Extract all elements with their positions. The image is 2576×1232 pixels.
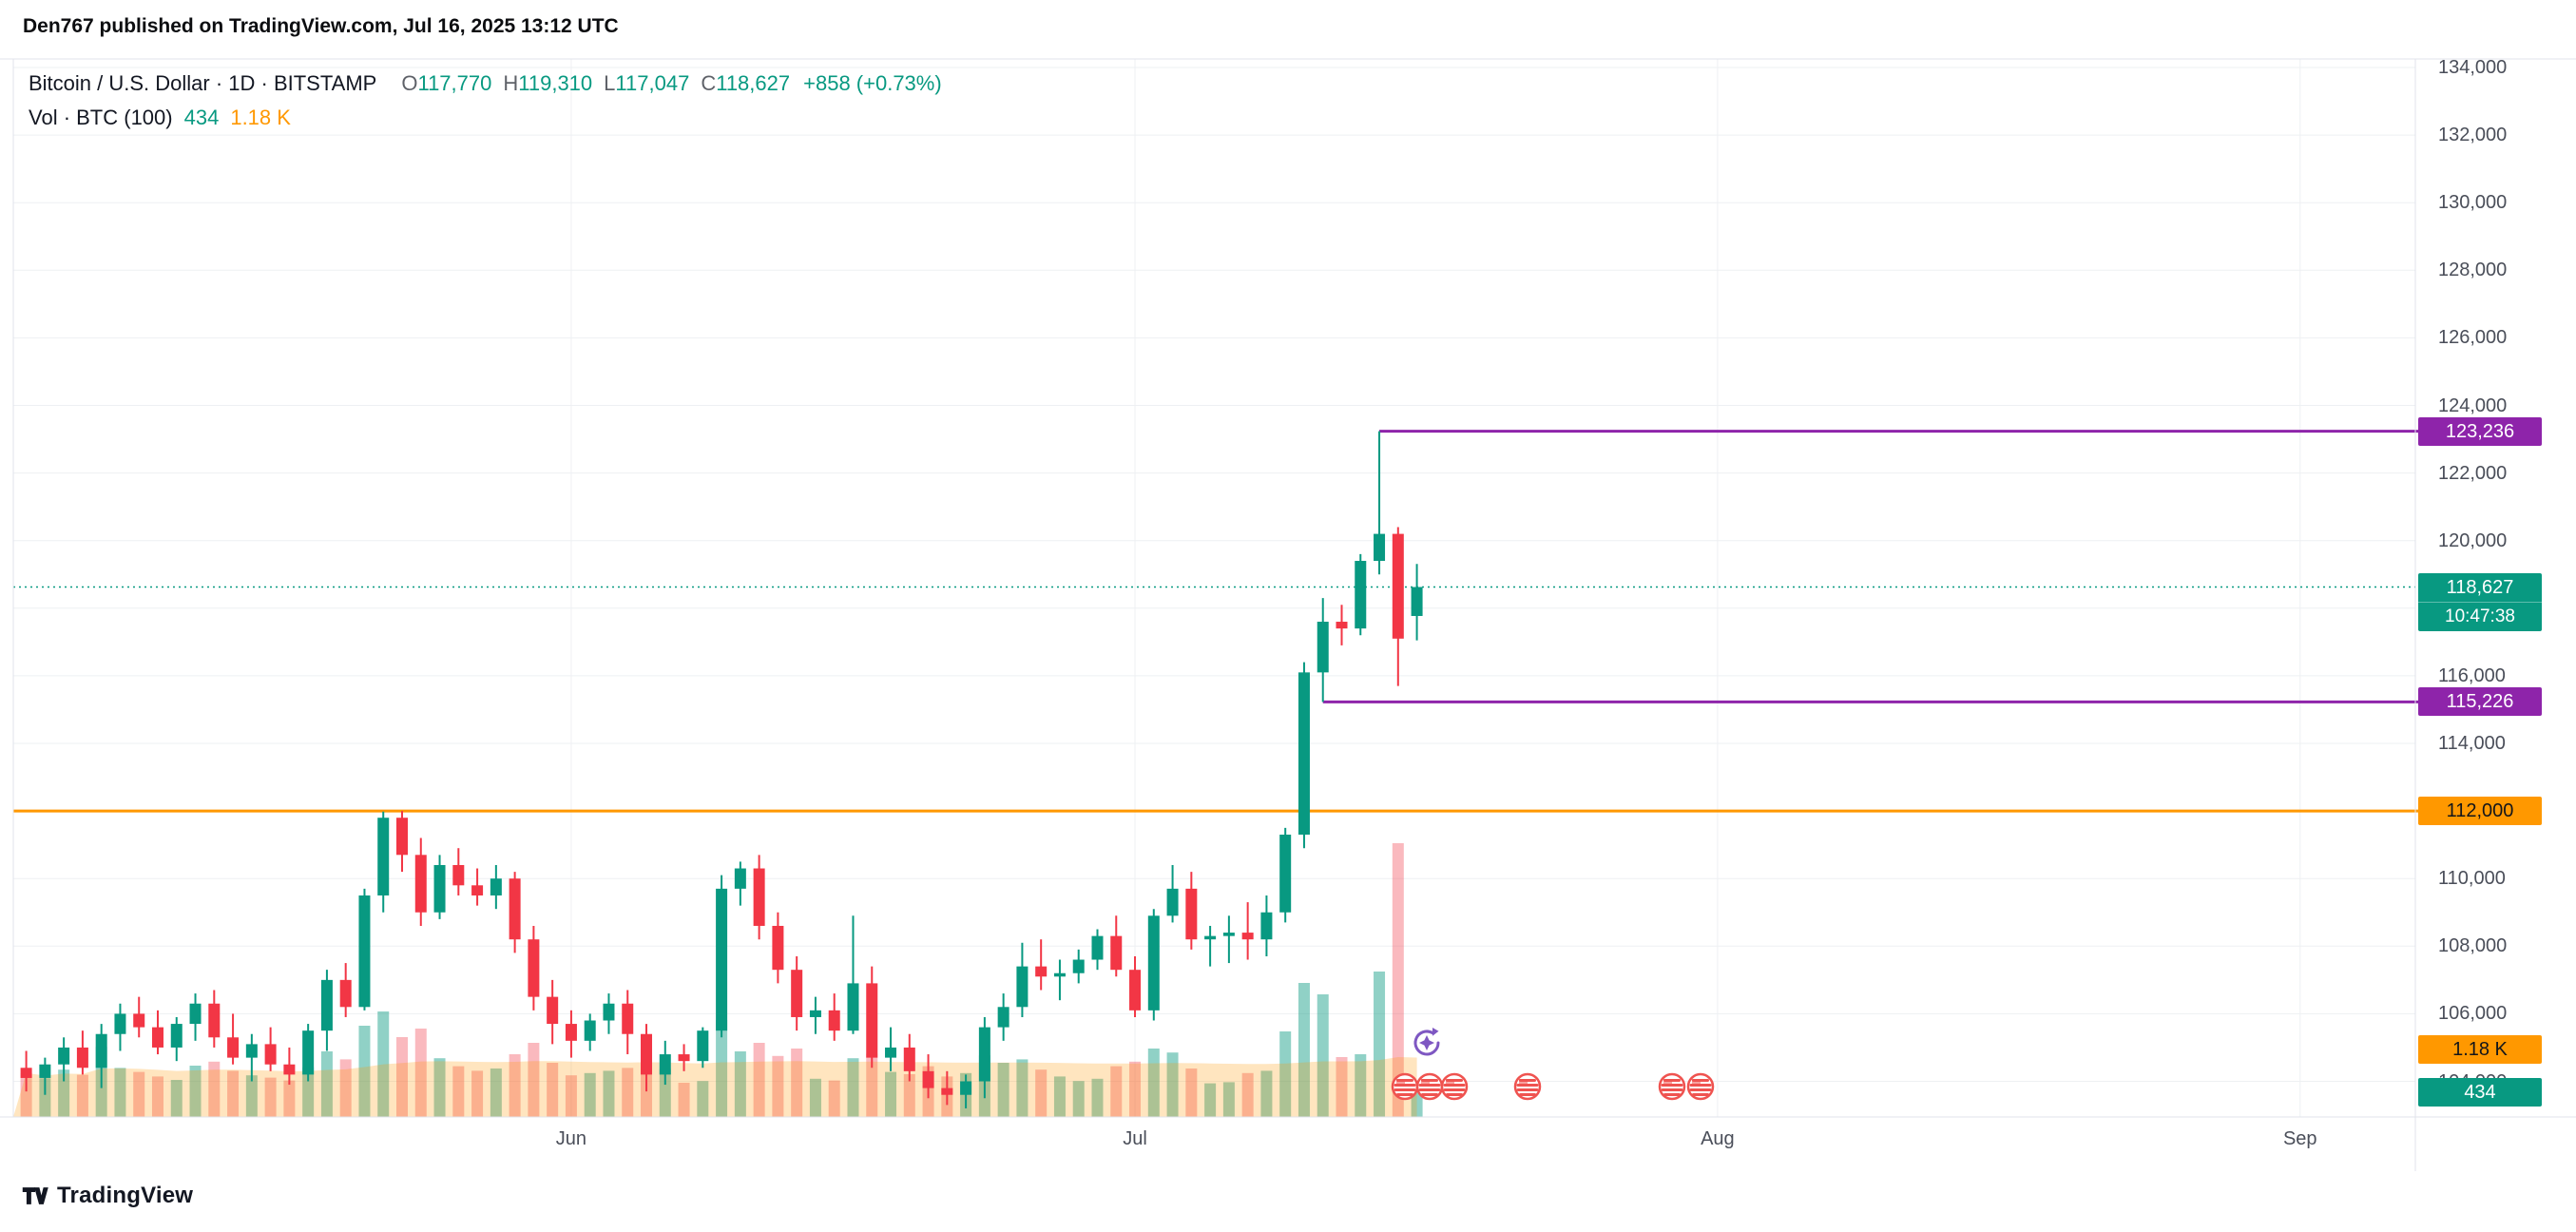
- last-price-badge: 118,627 10:47:38: [2418, 572, 2542, 631]
- price-axis-label: 114,000: [2438, 733, 2506, 754]
- price-axis-label: 110,000: [2438, 868, 2506, 890]
- symbol-title[interactable]: Bitcoin / U.S. Dollar · 1D · BITSTAMP: [29, 71, 377, 95]
- price-axis-label: 128,000: [2438, 260, 2508, 281]
- price-axis-label: 124,000: [2438, 395, 2508, 416]
- volume-ma-badge: 1.18 K: [2418, 1035, 2542, 1065]
- close-label: C: [701, 71, 717, 95]
- price-axis-label: 132,000: [2438, 125, 2508, 146]
- price-axis[interactable]: 123,236 118,627 10:47:38 115,226 112,000…: [2415, 0, 2576, 1232]
- tradingview-logo-text: TradingView: [57, 1183, 194, 1208]
- time-axis-label: Sep: [2282, 1128, 2317, 1149]
- us-flag-event-icon[interactable]: [1513, 1072, 1542, 1101]
- us-flag-event-icon[interactable]: [1391, 1072, 1419, 1101]
- price-axis-label: 122,000: [2438, 462, 2508, 484]
- price-axis-label: 130,000: [2438, 192, 2508, 214]
- time-axis-label: Jun: [555, 1128, 587, 1149]
- price-axis-label: 106,000: [2438, 1003, 2508, 1025]
- price-level-badge-orange: 112,000: [2418, 797, 2542, 826]
- us-flag-event-icon[interactable]: [1415, 1072, 1444, 1101]
- price-axis-label: 126,000: [2438, 327, 2508, 349]
- price-axis-label: 108,000: [2438, 935, 2508, 957]
- high-label: H: [503, 71, 519, 95]
- price-axis-label: 134,000: [2438, 57, 2508, 78]
- chart-legend: Bitcoin / U.S. Dollar · 1D · BITSTAMP O …: [29, 67, 942, 135]
- price-axis-label: 120,000: [2438, 529, 2508, 551]
- low-label: L: [604, 71, 616, 95]
- volume-ma-value: 1.18 K: [230, 106, 291, 129]
- us-flag-event-icon[interactable]: [1686, 1072, 1715, 1101]
- open-label: O: [401, 71, 418, 95]
- low-value: 117,047: [615, 71, 690, 95]
- us-flag-event-icon[interactable]: [1658, 1072, 1686, 1101]
- change-value: +858 (+0.73%): [803, 71, 942, 95]
- symbol-row: Bitcoin / U.S. Dollar · 1D · BITSTAMP O …: [29, 67, 942, 101]
- volume-current-value: 434: [183, 106, 220, 129]
- price-axis-label: 116,000: [2438, 664, 2506, 686]
- time-axis[interactable]: Jun Jul Aug Sep: [0, 1117, 2415, 1171]
- volume-current-badge: 434: [2418, 1077, 2542, 1107]
- tradingview-logo[interactable]: TradingView: [21, 1183, 193, 1209]
- open-value: 117,770: [417, 71, 492, 95]
- publish-attribution: Den767 published on TradingView.com, Jul…: [23, 15, 619, 37]
- last-price-value: 118,627: [2418, 572, 2542, 602]
- tradingview-logo-icon: [22, 1187, 48, 1204]
- price-level-badge-low: 115,226: [2418, 687, 2542, 717]
- bar-close-countdown: 10:47:38: [2418, 601, 2542, 631]
- close-value: 118,627: [716, 71, 791, 95]
- us-flag-event-icon[interactable]: [1440, 1072, 1469, 1101]
- ai-sparkle-icon[interactable]: [1409, 1025, 1445, 1061]
- price-level-badge-high: 123,236: [2418, 416, 2542, 446]
- time-axis-label: Aug: [1701, 1128, 1735, 1149]
- volume-indicator-label[interactable]: Vol · BTC (100): [29, 106, 173, 129]
- high-value: 119,310: [518, 71, 593, 95]
- volume-row: Vol · BTC (100) 434 1.18 K: [29, 101, 942, 135]
- time-axis-label: Jul: [1123, 1128, 1147, 1149]
